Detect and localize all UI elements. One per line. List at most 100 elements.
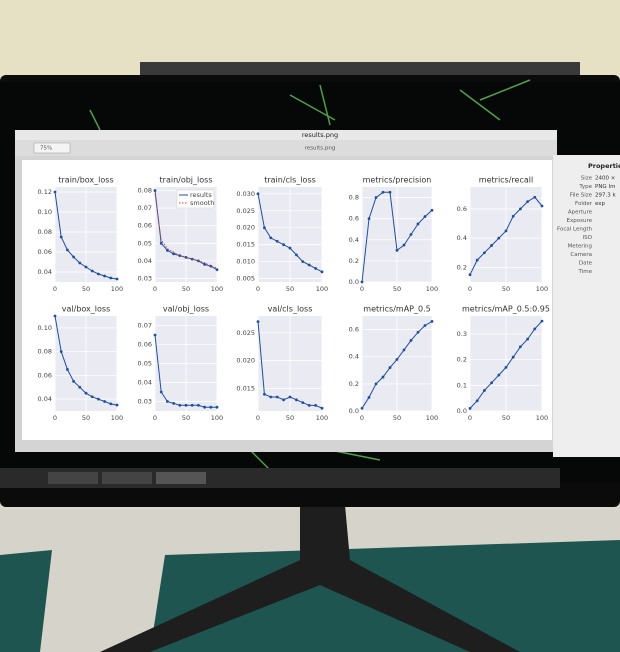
data-point: [320, 270, 324, 274]
data-point: [103, 274, 106, 278]
data-point: [320, 406, 324, 410]
data-point: [475, 258, 479, 262]
data-point: [282, 398, 285, 402]
x-tick-label: 100: [536, 414, 548, 422]
property-value: PNG Im: [595, 184, 615, 190]
data-point: [374, 382, 378, 386]
data-point: [395, 358, 399, 361]
y-tick-label: 0.07: [138, 204, 152, 212]
data-point: [190, 403, 194, 407]
x-tick-label: 100: [211, 285, 223, 293]
y-tick-label: 0.0: [457, 407, 467, 415]
chart-title: metrics/precision: [363, 176, 432, 185]
y-tick-label: 0.015: [236, 241, 255, 249]
data-point: [483, 389, 486, 392]
chart-title: val/obj_loss: [163, 305, 209, 314]
x-tick-label: 100: [316, 414, 328, 422]
x-tick-label: 100: [211, 414, 223, 422]
x-tick-label: 50: [286, 285, 294, 293]
taskbar-item[interactable]: [102, 472, 152, 484]
data-point: [402, 243, 406, 247]
y-tick-label: 0.0: [349, 278, 359, 286]
y-tick-label: 0.03: [138, 274, 152, 282]
data-point: [215, 405, 219, 409]
data-point: [504, 365, 508, 369]
x-tick-label: 50: [286, 414, 294, 422]
chart-title: train/cls_loss: [264, 176, 316, 185]
y-tick-label: 0.10: [38, 208, 52, 216]
data-point: [90, 269, 94, 273]
data-point: [269, 395, 273, 399]
chart-title: val/box_loss: [62, 305, 110, 314]
data-point: [307, 404, 311, 407]
x-tick-label: 0: [360, 285, 364, 293]
y-tick-label: 0.08: [38, 228, 52, 236]
property-key: Camera: [570, 252, 592, 258]
data-point: [172, 402, 176, 405]
data-point: [59, 235, 63, 239]
y-tick-label: 0.03: [138, 398, 152, 406]
data-point: [78, 261, 82, 265]
data-point: [209, 405, 213, 409]
y-tick-label: 0.06: [138, 341, 152, 349]
y-tick-label: 0.06: [138, 222, 152, 230]
data-point: [59, 350, 63, 354]
data-point: [540, 319, 544, 323]
y-tick-label: 0.6: [349, 326, 359, 334]
data-point: [109, 402, 113, 406]
x-tick-label: 50: [502, 285, 510, 293]
y-tick-label: 0.020: [236, 357, 255, 365]
properties-title: Properties: [588, 162, 620, 170]
zoom-select[interactable]: [33, 142, 71, 154]
x-tick-label: 50: [182, 414, 190, 422]
y-tick-label: 0.0: [349, 407, 359, 415]
data-point: [66, 248, 69, 252]
data-point: [490, 381, 493, 385]
data-point: [166, 248, 169, 252]
data-point: [115, 403, 119, 407]
data-point: [103, 400, 106, 403]
y-tick-label: 0.05: [138, 360, 152, 368]
y-tick-label: 0.04: [38, 395, 52, 403]
data-point: [53, 190, 57, 194]
data-point: [288, 395, 292, 399]
data-point: [526, 200, 529, 204]
x-tick-label: 50: [182, 285, 190, 293]
data-point: [381, 375, 385, 379]
data-point: [78, 385, 82, 389]
x-tick-label: 100: [426, 414, 438, 422]
taskbar-item[interactable]: [48, 472, 98, 484]
data-point: [519, 207, 522, 211]
data-point: [178, 403, 182, 407]
toolbar: [15, 140, 557, 156]
data-point: [172, 252, 176, 256]
wallpaper-grass: [89, 79, 531, 471]
x-tick-label: 100: [536, 285, 548, 293]
x-tick-label: 0: [256, 285, 260, 293]
taskbar-item[interactable]: [156, 472, 206, 484]
chart-title: metrics/mAP_0.5: [363, 305, 430, 314]
window-title: results.png: [302, 131, 338, 139]
property-key: Type: [578, 184, 592, 190]
monitor-stand: [100, 505, 520, 652]
y-tick-label: 0.1: [457, 381, 467, 389]
property-value: exp: [595, 201, 606, 207]
zoom-label: 75%: [40, 146, 52, 152]
data-point: [497, 236, 501, 240]
data-point: [282, 243, 285, 247]
data-point: [275, 395, 279, 399]
property-value: 297.3 k: [595, 193, 616, 199]
y-tick-label: 0.2: [457, 356, 467, 364]
data-point: [381, 190, 385, 194]
data-point: [166, 400, 169, 403]
data-point: [533, 195, 537, 199]
y-tick-label: 0.08: [38, 348, 52, 356]
data-point: [215, 268, 219, 272]
data-point: [511, 214, 515, 218]
data-point: [416, 330, 420, 334]
data-point: [301, 401, 305, 405]
chart-title: metrics/mAP_0.5:0.95: [462, 305, 550, 314]
data-point: [388, 190, 392, 194]
chart-title: metrics/recall: [479, 176, 533, 185]
